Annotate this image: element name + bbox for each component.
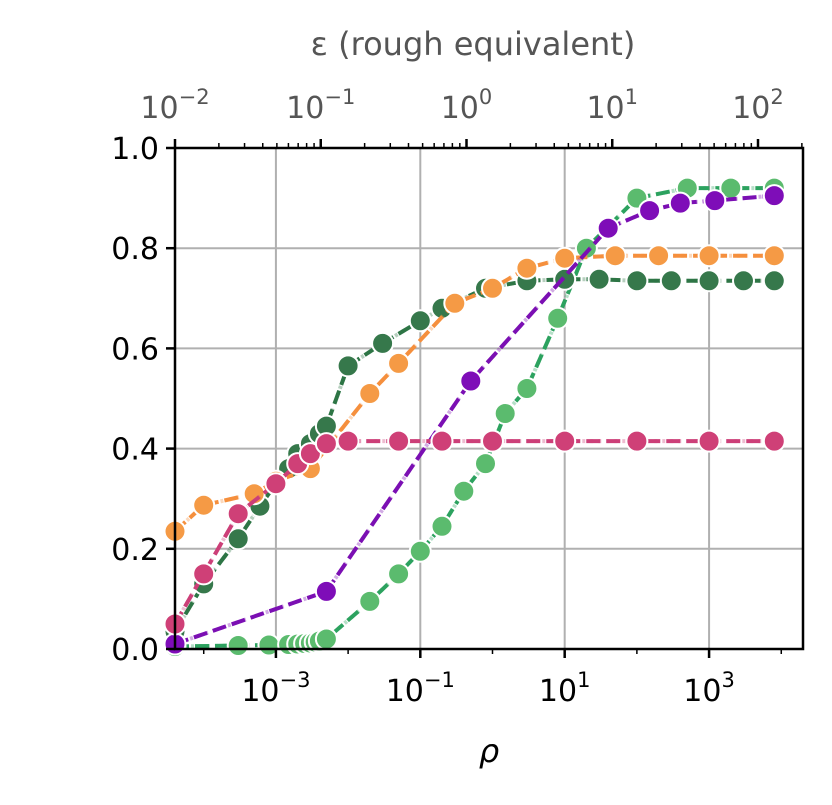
data-point xyxy=(493,402,517,425)
data-point xyxy=(762,244,786,268)
series-line-dotted xyxy=(174,193,775,646)
data-point xyxy=(553,429,577,453)
y-tick-label: 0.6 xyxy=(111,332,159,367)
top-axis-title: ε (rough equivalent) xyxy=(311,25,636,63)
data-point xyxy=(474,452,497,476)
data-point xyxy=(553,246,577,270)
data-point xyxy=(452,479,476,503)
data-point xyxy=(459,369,483,393)
x-axis-title: ρ xyxy=(479,732,499,770)
series-line-dotted xyxy=(173,277,775,633)
top-tick-label: 100 xyxy=(441,85,493,126)
axes: 10−3 10−1 101 103 0.0 0.2 0.4 0.6 0.8 1.0 10−2 10−1… xyxy=(111,85,805,709)
plot-frame xyxy=(173,146,805,651)
data-point xyxy=(408,539,432,563)
data-point xyxy=(603,244,627,268)
y-tick-label: 0.8 xyxy=(111,232,159,267)
data-point xyxy=(358,589,382,613)
data-point xyxy=(314,432,338,456)
data-point xyxy=(226,502,250,526)
top-tick-label: 10−2 xyxy=(140,85,209,126)
series-line xyxy=(174,193,775,646)
series-layer xyxy=(163,176,786,658)
x-tick-label: 101 xyxy=(539,668,591,709)
data-point xyxy=(481,276,504,300)
data-point xyxy=(443,291,467,315)
data-point xyxy=(314,579,338,603)
data-point xyxy=(336,354,360,378)
data-point xyxy=(638,199,662,223)
series-line-dotted xyxy=(173,439,775,625)
data-point xyxy=(659,269,683,293)
data-point xyxy=(358,382,382,405)
data-point xyxy=(697,269,721,293)
data-point xyxy=(387,429,411,453)
data-point xyxy=(625,269,649,293)
x-tick-label: 10−1 xyxy=(386,668,455,709)
data-point xyxy=(732,269,755,293)
data-point xyxy=(515,256,539,280)
grid-lines xyxy=(175,147,803,650)
data-point xyxy=(336,429,360,453)
top-tick-label: 10−1 xyxy=(286,85,355,126)
series-line xyxy=(173,277,775,633)
y-tick-label: 0.2 xyxy=(111,533,159,568)
data-point xyxy=(408,309,432,333)
series-line xyxy=(173,439,775,625)
data-point xyxy=(192,493,216,517)
data-point xyxy=(703,189,727,213)
x-tick-label: 10−3 xyxy=(241,668,310,709)
y-tick-label: 0.0 xyxy=(111,633,159,668)
data-point xyxy=(596,216,620,240)
y-tick-label: 1.0 xyxy=(111,132,159,167)
data-point xyxy=(762,269,786,293)
y-tick-label: 0.4 xyxy=(111,433,159,468)
data-point xyxy=(515,377,539,400)
data-point xyxy=(192,562,216,586)
data-point xyxy=(668,191,692,215)
data-point xyxy=(697,244,721,268)
data-point xyxy=(314,627,338,651)
data-point xyxy=(762,429,786,453)
data-point xyxy=(647,244,671,268)
data-point xyxy=(546,306,570,330)
data-point xyxy=(226,634,250,657)
top-tick-label: 101 xyxy=(586,85,638,126)
data-point xyxy=(387,351,411,375)
data-point xyxy=(481,429,504,453)
data-point xyxy=(430,429,454,453)
data-point xyxy=(430,514,454,538)
data-point xyxy=(264,472,288,496)
data-point xyxy=(387,562,411,586)
data-point xyxy=(625,429,649,453)
data-point xyxy=(697,429,721,453)
data-point xyxy=(226,527,250,551)
x-tick-label: 103 xyxy=(683,668,735,709)
data-point xyxy=(587,267,611,291)
top-tick-label: 102 xyxy=(732,85,784,126)
data-point xyxy=(762,184,786,208)
data-point xyxy=(371,331,395,355)
